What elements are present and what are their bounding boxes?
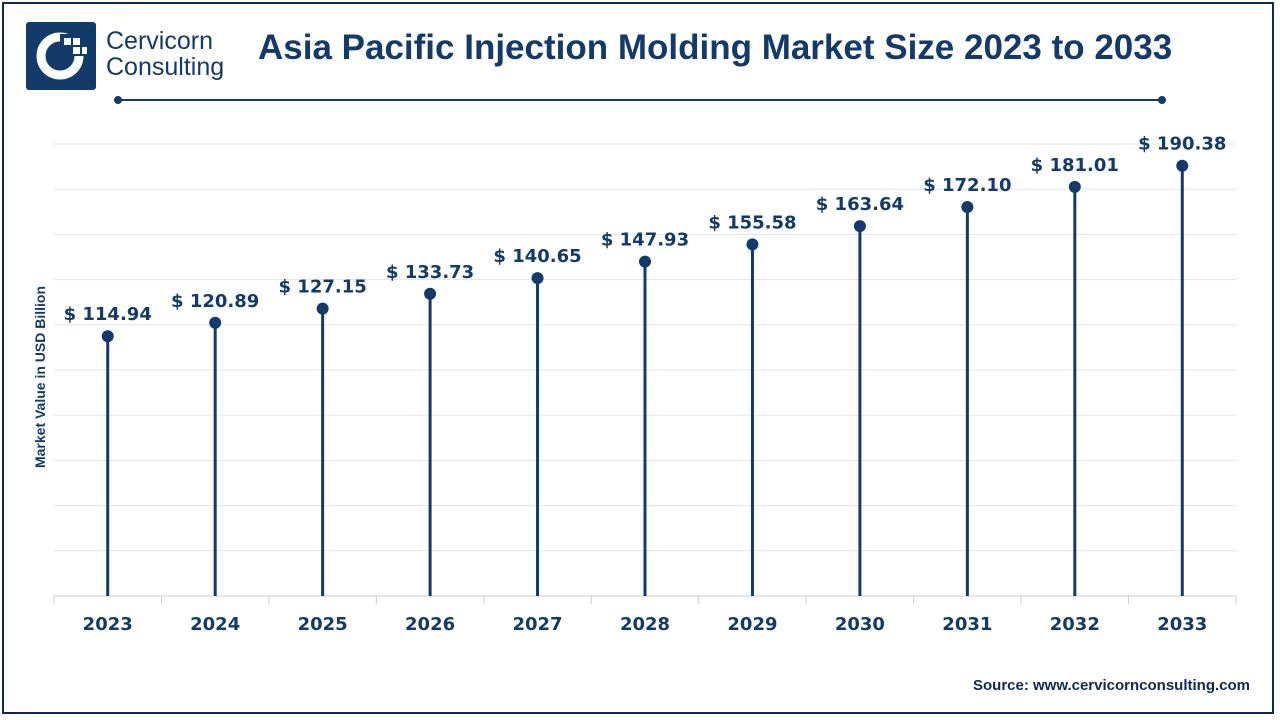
title-underline-dot-left	[114, 96, 122, 104]
data-label: $ 140.65	[493, 246, 581, 267]
x-tick-label: 2023	[83, 614, 133, 635]
lollipop-point	[639, 255, 651, 268]
x-tick-label: 2026	[405, 614, 455, 635]
lollipop-point	[961, 201, 974, 214]
brand-line-2: Consulting	[106, 53, 225, 81]
data-label: $ 172.10	[923, 175, 1011, 196]
x-tick-label: 2029	[727, 614, 777, 635]
x-tick-label: 2031	[942, 614, 992, 635]
data-label: $ 181.01	[1031, 155, 1119, 176]
x-tick-label: 2027	[512, 614, 562, 635]
lollipop-point	[746, 238, 759, 251]
lollipop-point	[316, 302, 329, 315]
x-tick-label: 2025	[298, 614, 348, 635]
source-note: Source: www.cervicornconsulting.com	[972, 677, 1250, 694]
data-label: $ 127.15	[279, 277, 367, 298]
chart-title: Asia Pacific Injection Molding Market Si…	[258, 28, 1173, 67]
x-tick-label: 2032	[1050, 614, 1100, 635]
brand-name: Cervicorn Consulting	[106, 28, 224, 80]
data-label: $ 155.58	[708, 212, 796, 233]
data-label: $ 133.73	[386, 262, 474, 283]
title-underline	[118, 99, 1162, 101]
x-tick-label: 2030	[835, 614, 885, 635]
data-label: $ 190.38	[1138, 134, 1226, 155]
data-label: $ 163.64	[816, 194, 904, 215]
lollipop-point	[1068, 180, 1081, 193]
x-tick-label: 2024	[190, 614, 240, 635]
lollipop-point	[853, 220, 866, 233]
lollipop-point	[209, 316, 222, 329]
x-tick-label: 2033	[1157, 614, 1207, 635]
data-label: $ 120.89	[171, 291, 259, 312]
data-label: $ 147.93	[601, 230, 689, 251]
logo-mark-icon	[36, 32, 87, 80]
title-underline-dot-right	[1158, 96, 1166, 104]
lollipop-point	[531, 272, 544, 285]
lollipop-point	[1176, 159, 1189, 172]
lollipop-point	[101, 330, 114, 343]
data-label: $ 114.94	[64, 304, 152, 325]
brand-line-1: Cervicorn	[106, 27, 213, 55]
x-tick-label: 2028	[620, 614, 670, 635]
logo	[26, 22, 96, 90]
lollipop-point	[424, 287, 437, 300]
